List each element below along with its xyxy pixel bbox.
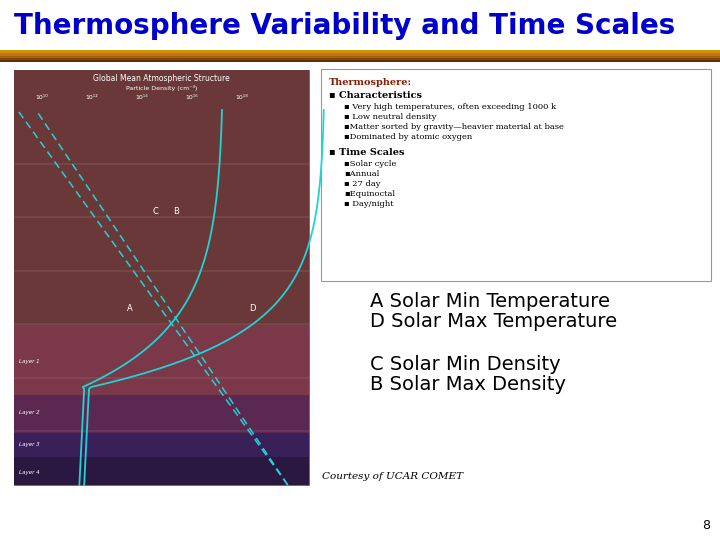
Text: 150: 150: [0, 322, 11, 327]
Text: Layer 3: Layer 3: [19, 442, 40, 447]
Text: ▪Matter sorted by gravity—heavier material at base: ▪Matter sorted by gravity—heavier materi…: [344, 123, 564, 131]
Text: B: B: [174, 207, 179, 217]
Bar: [14, 70, 309, 485]
Text: Courtesy of UCAR COMET: Courtesy of UCAR COMET: [322, 472, 463, 481]
Text: ▪Equinoctal: ▪Equinoctal: [344, 190, 395, 198]
Text: A: A: [127, 303, 132, 313]
Text: D: D: [250, 303, 256, 313]
Text: 10¹⁴: 10¹⁴: [135, 95, 148, 100]
Text: ▪Dominated by atomic oxygen: ▪Dominated by atomic oxygen: [344, 133, 472, 141]
Text: Temperature (K): Temperature (K): [122, 501, 178, 508]
Bar: [14, 70, 309, 325]
Text: 1000: 1000: [270, 491, 284, 496]
Text: Global Mean Atmospheric Structure: Global Mean Atmospheric Structure: [93, 74, 230, 83]
Text: A Solar Min Temperature: A Solar Min Temperature: [370, 292, 610, 311]
Text: Thermosphere Variability and Time Scales: Thermosphere Variability and Time Scales: [14, 12, 675, 40]
Text: ▪ Time Scales: ▪ Time Scales: [329, 148, 405, 157]
Bar: [14, 457, 309, 485]
Text: 10¹⁶: 10¹⁶: [186, 95, 199, 100]
Text: 200: 200: [0, 268, 11, 273]
Text: Particle Density (cm⁻³): Particle Density (cm⁻³): [126, 85, 197, 91]
Text: ▪ Very high temperatures, often exceeding 1000 k: ▪ Very high temperatures, often exceedin…: [344, 103, 556, 111]
Text: 8: 8: [702, 519, 710, 532]
Text: 250: 250: [0, 214, 11, 220]
Text: 800: 800: [223, 491, 234, 496]
Text: 10¹⁸: 10¹⁸: [235, 95, 248, 100]
Bar: [0, 56, 720, 58]
Bar: [14, 433, 309, 457]
Text: 50: 50: [4, 429, 11, 434]
Text: ▪ 27 day: ▪ 27 day: [344, 180, 380, 188]
Bar: [0, 50, 720, 53]
Text: Layer 2: Layer 2: [19, 410, 40, 415]
Text: B Solar Max Density: B Solar Max Density: [370, 375, 566, 394]
Text: Thermosphere:: Thermosphere:: [329, 78, 412, 87]
Text: ▪ Characteristics: ▪ Characteristics: [329, 91, 422, 100]
Text: ▪Annual: ▪Annual: [344, 170, 379, 178]
Text: C: C: [153, 207, 158, 217]
Text: D Solar Max Temperature: D Solar Max Temperature: [370, 312, 617, 331]
Text: 200: 200: [79, 491, 89, 496]
Text: ▪ Low neutral density: ▪ Low neutral density: [344, 113, 436, 121]
Text: ▪Solar cycle: ▪Solar cycle: [344, 160, 397, 168]
Bar: [14, 325, 309, 395]
Text: C Solar Min Density: C Solar Min Density: [370, 355, 561, 374]
Bar: [0, 60, 720, 62]
Text: Layer 4: Layer 4: [19, 470, 40, 475]
Text: 400: 400: [127, 491, 138, 496]
Text: Layer 1: Layer 1: [19, 359, 40, 364]
Text: 100: 100: [0, 375, 11, 380]
Bar: [0, 58, 720, 60]
Text: 10¹⁰: 10¹⁰: [35, 95, 48, 100]
Bar: [14, 395, 309, 433]
Bar: [0, 53, 720, 56]
FancyBboxPatch shape: [321, 69, 711, 281]
Text: NCAR/HAO: NCAR/HAO: [278, 501, 307, 506]
Text: 600: 600: [175, 491, 186, 496]
Text: 300: 300: [0, 161, 11, 166]
Text: Height (km): Height (km): [0, 276, 4, 319]
Text: ▪ Day/night: ▪ Day/night: [344, 200, 394, 208]
Text: 10¹²: 10¹²: [86, 95, 99, 100]
